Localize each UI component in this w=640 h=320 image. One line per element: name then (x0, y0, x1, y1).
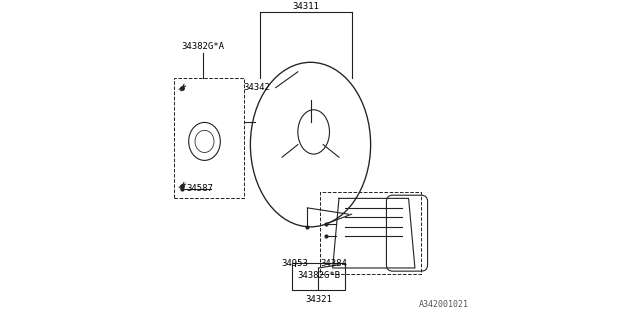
Text: 34321: 34321 (305, 295, 332, 304)
Text: 34953: 34953 (281, 259, 308, 268)
Text: A342001021: A342001021 (419, 300, 468, 309)
Text: 34342: 34342 (243, 83, 270, 92)
Bar (175, 78, 244, 198)
Text: 34384: 34384 (321, 259, 348, 268)
Text: 34382G*B: 34382G*B (297, 271, 340, 280)
Text: 34311: 34311 (292, 3, 319, 12)
Bar (320, 192, 421, 274)
Text: 34382G*A: 34382G*A (181, 42, 225, 51)
Bar (292, 263, 346, 290)
Text: 34587: 34587 (186, 184, 213, 193)
